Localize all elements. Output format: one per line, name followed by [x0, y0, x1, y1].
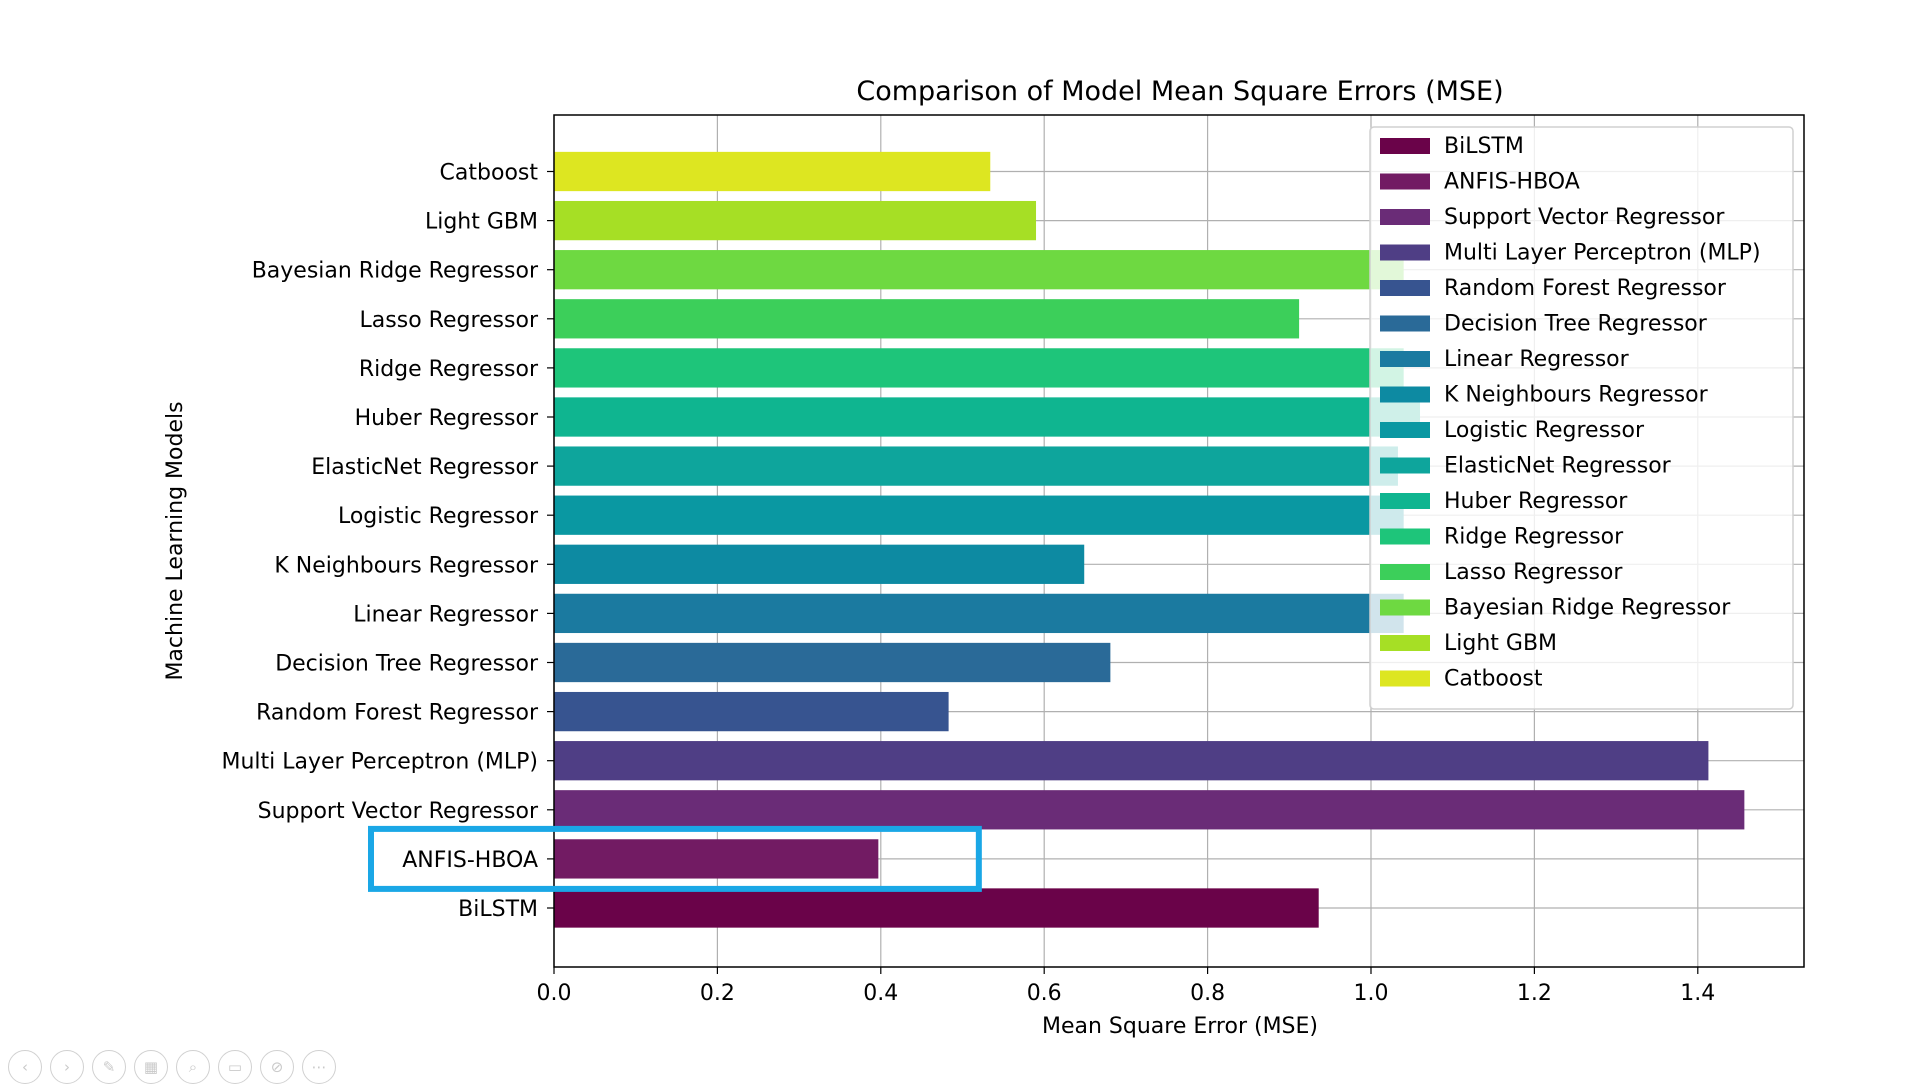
legend-swatch [1380, 422, 1430, 438]
x-tick-labels: 0.0 0.2 0.4 0.6 0.8 1.0 1.2 1.4 [537, 967, 1715, 1006]
legend-entry: Bayesian Ridge Regressor [1444, 596, 1731, 621]
y-tick-labels: BiLSTM ANFIS-HBOA Support Vector Regressor… [221, 161, 554, 922]
bar-logistic-regressor [554, 495, 1404, 535]
more-icon[interactable]: ⋯ [302, 1050, 336, 1084]
x-axis-label: Mean Square Error (MSE) [1042, 1014, 1318, 1039]
chart-title: Comparison of Model Mean Square Errors (… [856, 76, 1503, 107]
legend-swatch [1380, 173, 1430, 190]
y-tick-label: Ridge Regressor [359, 357, 539, 382]
y-tick-label: Huber Regressor [355, 406, 539, 431]
legend-box [1369, 126, 1794, 710]
bar-anfis-hboa [554, 839, 879, 879]
legend-swatch [1380, 351, 1430, 367]
legend-entry: BiLSTM [1444, 134, 1524, 159]
x-tick-label: 1.2 [1517, 981, 1552, 1006]
legend-swatch [1380, 138, 1430, 154]
legend-swatch [1380, 599, 1430, 616]
legend-swatch [1380, 244, 1430, 261]
legend-entry: Multi Layer Perceptron (MLP) [1444, 241, 1761, 266]
legend-entry: K Neighbours Regressor [1444, 383, 1709, 408]
y-tick-label: Bayesian Ridge Regressor [252, 259, 539, 284]
bars [554, 151, 1745, 928]
legend-entry: Huber Regressor [1444, 489, 1628, 514]
y-tick-label: Multi Layer Perceptron (MLP) [221, 750, 538, 775]
y-axis-label: Machine Learning Models [163, 401, 188, 680]
y-tick-label: Support Vector Regressor [258, 799, 539, 824]
y-tick-label: ElasticNet Regressor [311, 455, 539, 480]
legend-entry: Decision Tree Regressor [1444, 312, 1708, 337]
legend-entry: ElasticNet Regressor [1444, 454, 1672, 479]
bar-support-vector-regressor [554, 790, 1745, 830]
pen-icon[interactable]: ✎ [92, 1050, 126, 1084]
subtitles-icon[interactable]: ▭ [218, 1050, 252, 1084]
legend-swatch [1380, 457, 1430, 474]
legend-swatch [1380, 670, 1430, 687]
bar-elasticnet-regressor [554, 446, 1398, 486]
x-tick-label: 0.6 [1027, 981, 1062, 1006]
legend-swatch [1380, 564, 1430, 580]
bar-lasso-regressor [554, 299, 1300, 339]
x-tick-label: 0.8 [1190, 981, 1225, 1006]
bar-decision-tree-regressor [554, 642, 1111, 683]
legend-entry: Random Forest Regressor [1444, 276, 1727, 301]
legend-entry: Ridge Regressor [1444, 525, 1624, 550]
x-tick-label: 1.4 [1680, 981, 1715, 1006]
legend-entry: Catboost [1444, 667, 1543, 692]
bar-huber-regressor [554, 397, 1421, 437]
legend-swatch [1380, 386, 1430, 403]
next-icon[interactable]: › [50, 1050, 84, 1084]
y-tick-label: Lasso Regressor [360, 308, 539, 333]
y-tick-label: Light GBM [425, 210, 538, 235]
plot-frame [553, 114, 1805, 968]
legend-swatch [1380, 635, 1430, 651]
bar-bilstm [554, 888, 1319, 928]
legend-swatch [1380, 280, 1430, 296]
previous-icon[interactable]: ‹ [8, 1050, 42, 1084]
bar-random-forest-regressor [554, 691, 949, 732]
y-tick-label: Decision Tree Regressor [275, 652, 539, 677]
x-tick-label: 1.0 [1353, 981, 1388, 1006]
y-tick-label: BiLSTM [458, 897, 538, 922]
bar-bayesian-ridge-regressor [554, 250, 1404, 290]
legend-swatch [1380, 528, 1430, 545]
x-tick-label: 0.2 [700, 981, 735, 1006]
bar-light-gbm [554, 200, 1037, 241]
legend-entry: Logistic Regressor [1444, 418, 1645, 443]
y-tick-label: Linear Regressor [353, 602, 539, 627]
highlight-box [368, 825, 982, 892]
y-tick-label: Random Forest Regressor [256, 701, 539, 726]
legend-entry: ANFIS-HBOA [1444, 170, 1580, 195]
y-tick-label: Catboost [440, 161, 539, 186]
legend-swatch [1380, 493, 1430, 509]
x-tick-label: 0.4 [863, 981, 898, 1006]
legend: BiLSTM ANFIS-HBOA Support Vector Regressor… [1369, 126, 1794, 710]
bar-linear-regressor [554, 593, 1404, 634]
legend-swatch [1380, 315, 1430, 332]
legend-entry: Support Vector Regressor [1444, 205, 1725, 230]
legend-swatch [1380, 209, 1430, 225]
bar-ridge-regressor [554, 348, 1404, 388]
y-tick-label: K Neighbours Regressor [274, 553, 539, 578]
bar-multi-layer-perceptron-mlp [554, 741, 1709, 781]
x-tick-label: 0.0 [537, 981, 572, 1006]
zoom-icon[interactable]: ⌕ [176, 1050, 210, 1084]
camera-off-icon[interactable]: ⊘ [260, 1050, 294, 1084]
slideshow-controls: ‹ › ✎ ▦ ⌕ ▭ ⊘ ⋯ [8, 1050, 336, 1084]
slides-icon[interactable]: ▦ [134, 1050, 168, 1084]
y-tick-label: ANFIS-HBOA [402, 848, 538, 873]
legend-entry: Light GBM [1444, 631, 1557, 656]
y-tick-label: Logistic Regressor [338, 504, 539, 529]
bar-catboost [554, 151, 991, 192]
legend-entry: Lasso Regressor [1444, 560, 1623, 585]
bar-k-neighbours-regressor [554, 544, 1085, 584]
legend-entry: Linear Regressor [1444, 347, 1630, 372]
